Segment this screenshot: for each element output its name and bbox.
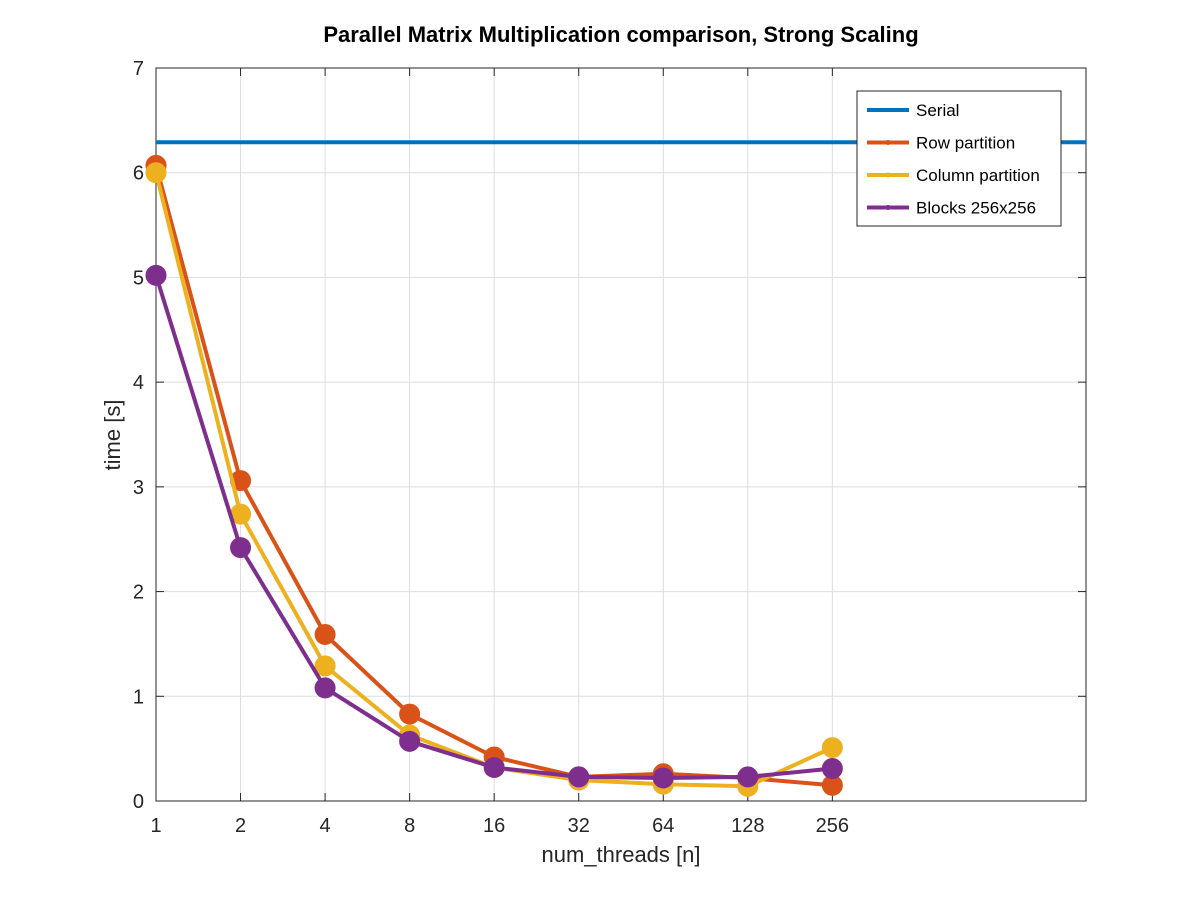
- legend-item: Column partition: [867, 166, 1040, 185]
- legend-label: Blocks 256x256: [916, 199, 1036, 218]
- data-point: [145, 162, 167, 184]
- data-point: [314, 655, 336, 677]
- legend-swatch-marker: [885, 140, 891, 145]
- data-point: [652, 767, 674, 789]
- data-point: [483, 756, 505, 778]
- data-point: [568, 766, 590, 788]
- x-tick-label: 128: [731, 815, 764, 837]
- series-blocks-256x256: [145, 264, 843, 789]
- data-point: [314, 624, 336, 646]
- data-point: [230, 537, 252, 559]
- x-tick-label: 64: [652, 815, 674, 837]
- legend-swatch-marker: [885, 172, 891, 178]
- data-point: [314, 677, 336, 699]
- x-tick-label: 2: [235, 815, 246, 837]
- data-point: [737, 766, 759, 788]
- y-tick-label: 0: [133, 791, 144, 813]
- y-tick-label: 4: [133, 372, 144, 394]
- x-tick-label: 1: [150, 815, 161, 837]
- y-axis-label: time [s]: [100, 400, 125, 471]
- y-tick-label: 1: [133, 686, 144, 708]
- x-tick-label: 32: [568, 815, 590, 837]
- legend-item: Serial: [867, 101, 959, 120]
- data-point: [821, 758, 843, 780]
- y-tick-label: 6: [133, 163, 144, 185]
- legend-swatch-marker: [885, 205, 891, 210]
- legend-label: Column partition: [916, 166, 1040, 185]
- x-axis-label: num_threads [n]: [542, 842, 701, 867]
- legend: Serial Row partition Column partition Block…: [856, 90, 1062, 227]
- x-tick-label: 8: [404, 815, 415, 837]
- data-point: [399, 730, 421, 752]
- plot-area-frame: [155, 67, 1087, 802]
- data-point: [821, 737, 843, 759]
- x-tick-label: 4: [320, 815, 331, 837]
- y-tick-label: 3: [133, 477, 144, 499]
- x-tick-label: 16: [483, 815, 505, 837]
- y-tick-label: 7: [133, 58, 144, 80]
- data-point: [145, 264, 167, 286]
- legend-label: Serial: [916, 101, 959, 120]
- data-series: [145, 140, 1086, 797]
- legend-item: Blocks 256x256: [867, 199, 1036, 218]
- chart-title: Parallel Matrix Multiplication compariso…: [323, 22, 918, 47]
- legend-box: [856, 90, 1062, 227]
- legend-item: Row partition: [867, 134, 1015, 153]
- legend-label: Row partition: [916, 134, 1015, 153]
- y-tick-label: 5: [133, 267, 144, 289]
- x-tick-label: 256: [816, 815, 849, 837]
- data-point: [399, 703, 421, 725]
- y-tick-label: 2: [133, 582, 144, 604]
